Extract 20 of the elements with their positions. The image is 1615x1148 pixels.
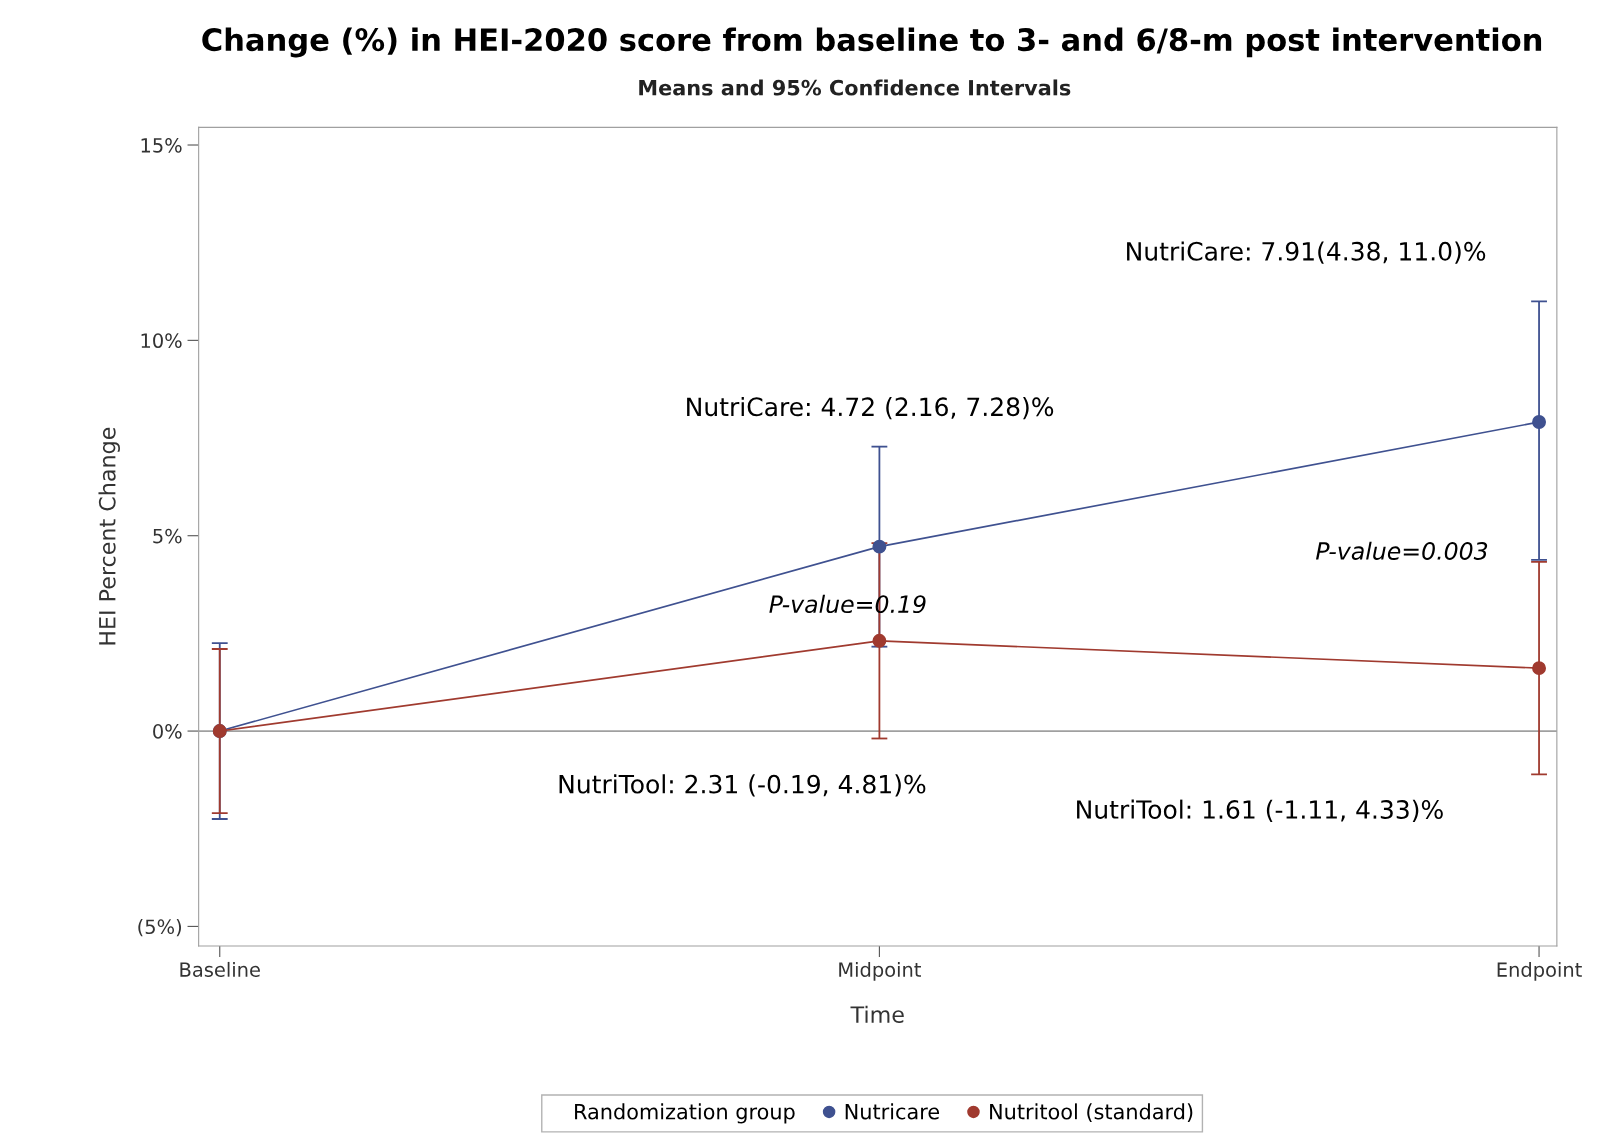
annotation: NutriTool: 2.31 (-0.19, 4.81)%: [559, 774, 926, 797]
annotation: NutriTool: 1.61 (-1.11, 4.33)%: [1077, 799, 1443, 822]
x-tick-label: Midpoint: [839, 961, 921, 981]
annotation: NutriCare: 4.72 (2.16, 7.28)%: [687, 396, 1054, 420]
y-tick-label: (5%): [138, 919, 181, 937]
x-tick-label: Endpoint: [1497, 961, 1582, 981]
chart-subtitle: Means and 95% Confidence Intervals: [639, 79, 1071, 96]
annotation: NutriCare: 7.91(4.38, 11.0)%: [1127, 241, 1486, 264]
chart-title: Change (%) in HEI-2020 score from baseline to 3- and 6/8-m post intervention: [202, 27, 1542, 58]
x-axis-title: Time: [850, 1005, 904, 1023]
y-tick-label: 5%: [153, 528, 182, 544]
y-axis-title: HEI Percent Change: [98, 427, 120, 645]
legend-label: Nutritool (standard): [990, 1103, 1193, 1122]
y-tick-label: 10%: [141, 333, 182, 349]
x-tick-label: Baseline: [180, 961, 260, 977]
legend-label: Nutricare: [845, 1103, 940, 1120]
legend-title: Randomization group: [575, 1103, 795, 1124]
y-tick-label: 15%: [141, 137, 182, 153]
annotation: P-value=0.003: [1315, 541, 1488, 560]
y-tick-label: 0%: [153, 724, 182, 739]
